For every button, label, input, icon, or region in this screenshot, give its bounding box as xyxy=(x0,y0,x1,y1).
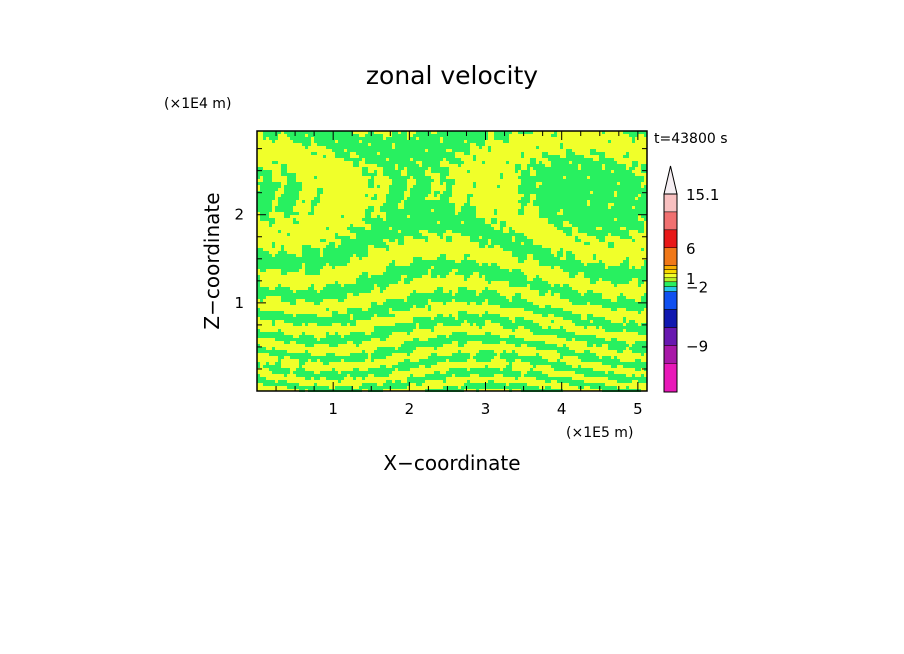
x-tick-label: 3 xyxy=(481,400,491,418)
y-axis-unit: (×1E4 m) xyxy=(164,96,231,112)
x-axis-unit: (×1E5 m) xyxy=(566,425,633,441)
colorbar-bin xyxy=(663,211,678,231)
x-tick-label: 4 xyxy=(557,400,567,418)
colorbar-bin xyxy=(663,229,678,249)
colorbar-bin xyxy=(663,327,678,346)
colorbar-bin xyxy=(663,345,678,364)
colorbar-frame xyxy=(663,193,678,393)
velocity-field xyxy=(257,131,647,392)
colorbar-label: −9 xyxy=(686,337,708,355)
negative-velocity-region xyxy=(257,131,647,392)
colorbar-bin xyxy=(663,247,678,266)
colorbar-bin xyxy=(663,309,678,328)
colorbar-bin xyxy=(663,193,678,213)
chart-title: zonal velocity xyxy=(366,61,538,90)
colorbar-top-arrow xyxy=(663,165,678,195)
x-tick-label: 1 xyxy=(328,400,338,418)
x-tick-label: 5 xyxy=(633,400,643,418)
colorbar-bin xyxy=(663,277,678,283)
x-tick-label: 2 xyxy=(405,400,415,418)
y-tick-label: 1 xyxy=(234,294,244,312)
plot-frame xyxy=(256,130,648,392)
colorbar-label: 1 xyxy=(686,270,696,288)
colorbar-bin xyxy=(663,363,678,393)
colorbar: 15.1 6 1−2 −9 xyxy=(663,165,719,393)
x-axis-label: X−coordinate xyxy=(383,451,520,475)
colorbar-bin xyxy=(663,269,678,274)
y-axis-label: Z−coordinate xyxy=(200,192,224,329)
colorbar-label: 6 xyxy=(686,240,696,258)
colorbar-bin xyxy=(663,281,678,287)
colorbar-label: −2 xyxy=(686,279,708,297)
colorbar-bin xyxy=(663,273,678,279)
colorbar-bin xyxy=(663,265,678,270)
colorbar-bin xyxy=(663,291,678,310)
time-label: t=43800 s xyxy=(654,131,728,147)
y-tick-label: 2 xyxy=(234,206,244,224)
y-axis: 12 xyxy=(234,148,647,370)
x-axis: 1 2 3 4 5 xyxy=(275,131,643,418)
colorbar-bin xyxy=(663,286,678,292)
colorbar-label: 15.1 xyxy=(686,186,719,204)
